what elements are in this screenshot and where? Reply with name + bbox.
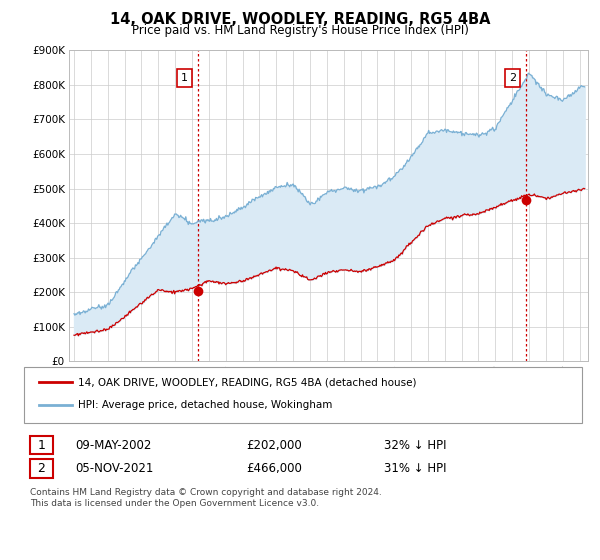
- Text: 2: 2: [509, 73, 517, 83]
- Text: Contains HM Land Registry data © Crown copyright and database right 2024.
This d: Contains HM Land Registry data © Crown c…: [30, 488, 382, 508]
- Text: 09-MAY-2002: 09-MAY-2002: [75, 438, 151, 452]
- Text: £202,000: £202,000: [246, 438, 302, 452]
- Text: 05-NOV-2021: 05-NOV-2021: [75, 462, 154, 475]
- Text: HPI: Average price, detached house, Wokingham: HPI: Average price, detached house, Woki…: [78, 400, 332, 410]
- Text: 14, OAK DRIVE, WOODLEY, READING, RG5 4BA (detached house): 14, OAK DRIVE, WOODLEY, READING, RG5 4BA…: [78, 377, 416, 388]
- Text: Price paid vs. HM Land Registry's House Price Index (HPI): Price paid vs. HM Land Registry's House …: [131, 24, 469, 36]
- Text: 31% ↓ HPI: 31% ↓ HPI: [384, 462, 446, 475]
- Text: £466,000: £466,000: [246, 462, 302, 475]
- Text: 1: 1: [37, 438, 46, 452]
- Text: 14, OAK DRIVE, WOODLEY, READING, RG5 4BA: 14, OAK DRIVE, WOODLEY, READING, RG5 4BA: [110, 12, 490, 27]
- Text: 1: 1: [181, 73, 188, 83]
- Text: 32% ↓ HPI: 32% ↓ HPI: [384, 438, 446, 452]
- Text: 2: 2: [37, 462, 46, 475]
